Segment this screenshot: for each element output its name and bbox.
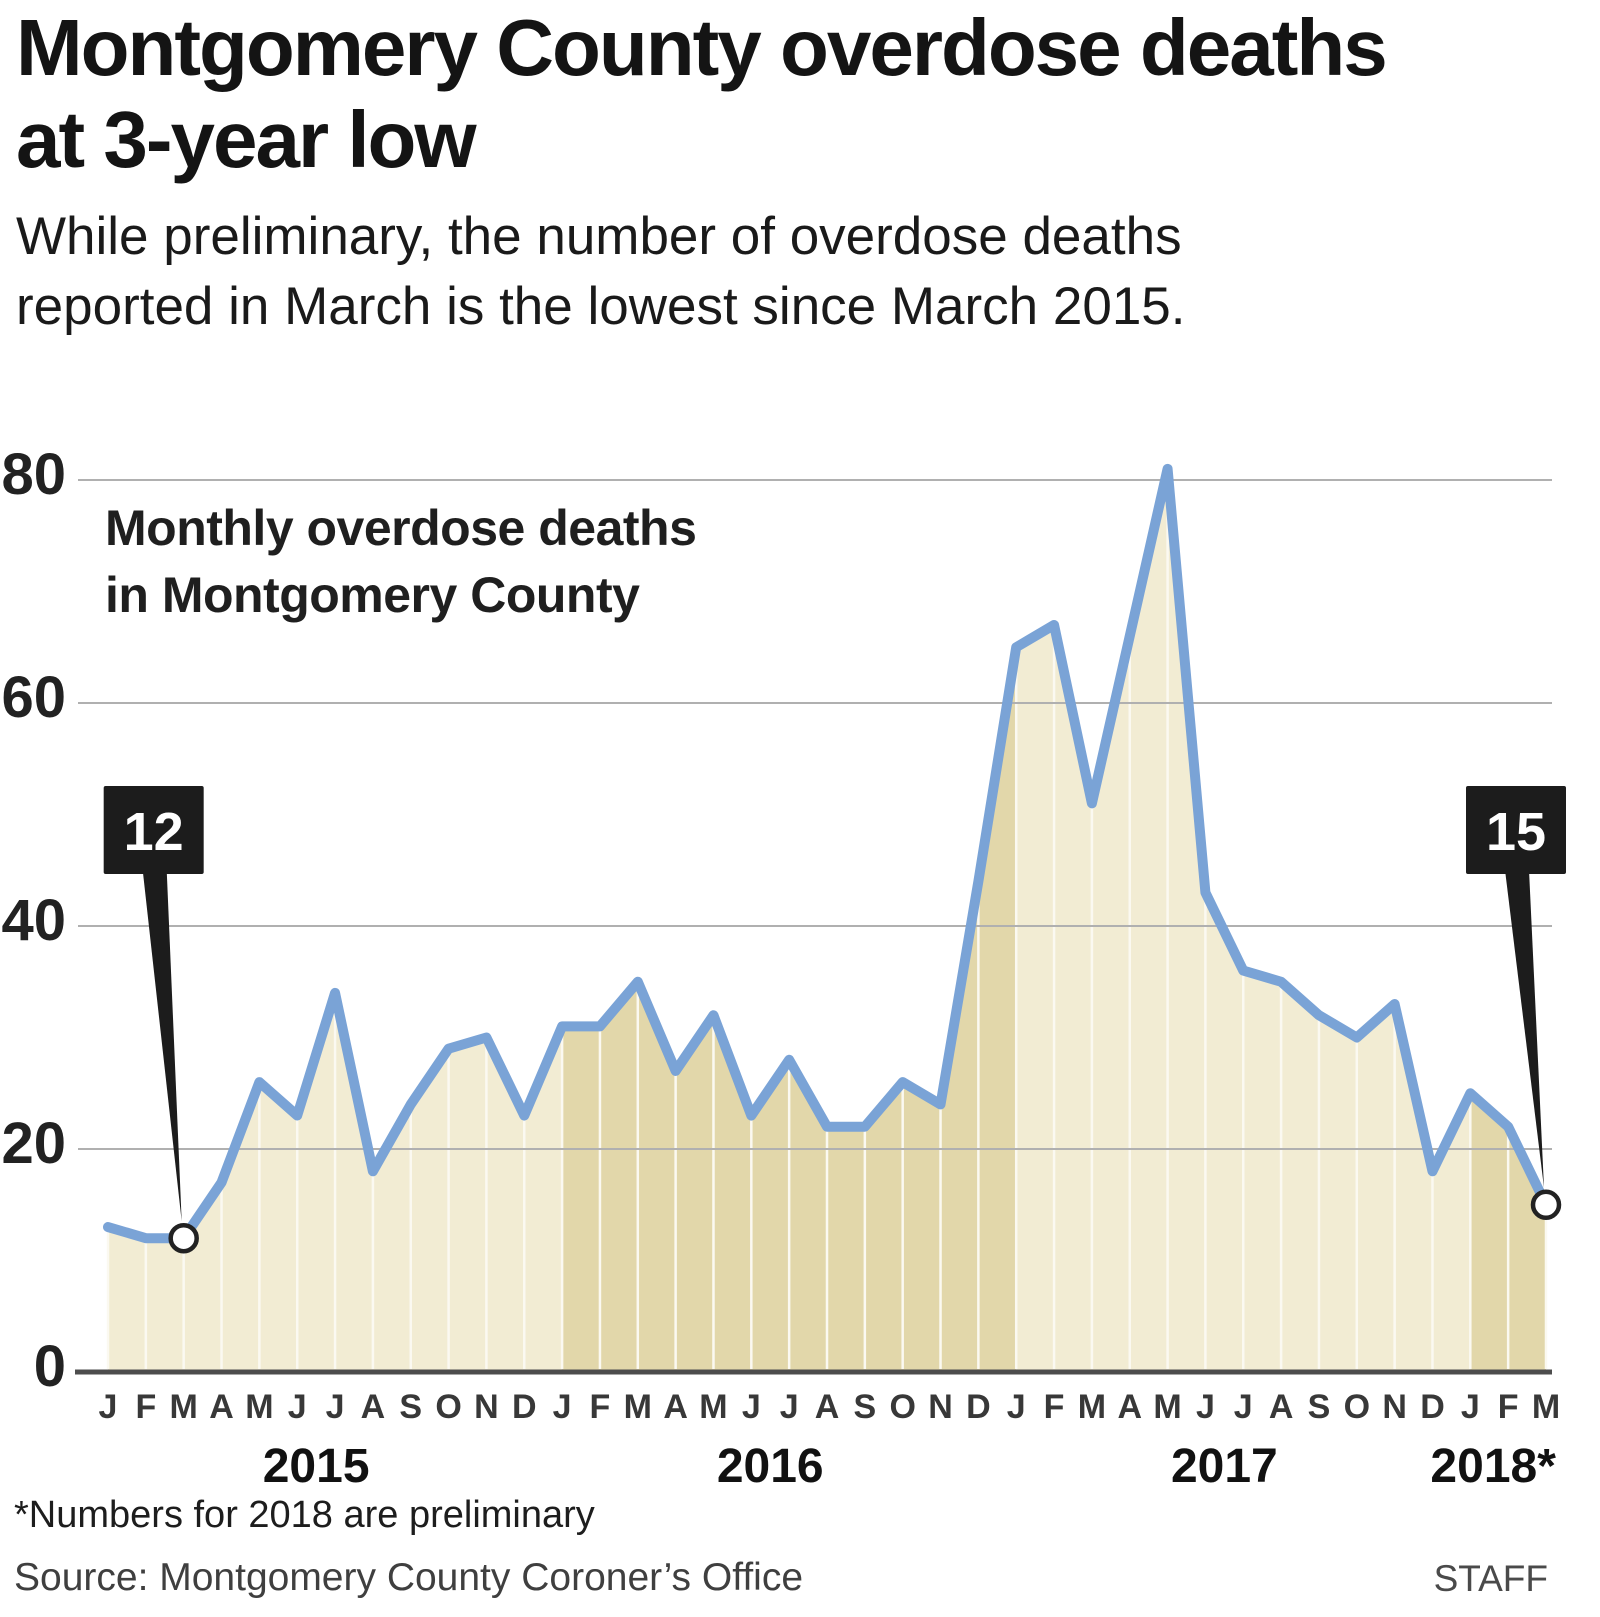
- y-axis-label-20: 20: [1, 1111, 66, 1176]
- month-label: S: [853, 1388, 876, 1426]
- month-label: M: [1078, 1388, 1106, 1426]
- overdose-deaths-chart: 0 20 40 60 80 Monthly overdose deaths in Montg…: [1, 442, 1566, 1493]
- month-label: N: [474, 1388, 499, 1426]
- month-label: F: [590, 1388, 611, 1426]
- footnote: *Numbers for 2018 are preliminary: [14, 1494, 595, 1536]
- month-label: J: [1461, 1388, 1480, 1426]
- month-label: A: [1117, 1388, 1142, 1426]
- month-label: A: [815, 1388, 840, 1426]
- page-title-line-2: at 3-year low: [16, 95, 477, 184]
- y-axis-label-0: 0: [34, 1334, 66, 1399]
- month-label: J: [326, 1388, 345, 1426]
- month-label: O: [889, 1388, 915, 1426]
- credit-staff: STAFF: [1433, 1558, 1548, 1599]
- month-label: J: [1234, 1388, 1253, 1426]
- page-subtitle-line-2: reported in March is the lowest since Ma…: [16, 277, 1186, 336]
- month-label: S: [399, 1388, 422, 1426]
- month-label: J: [1196, 1388, 1215, 1426]
- month-label: M: [624, 1388, 652, 1426]
- month-label: M: [1153, 1388, 1181, 1426]
- callout-box-15: [1466, 786, 1566, 874]
- callout-pointer-15: [1505, 870, 1544, 1188]
- page-title-line-1: Montgomery County overdose deaths: [16, 3, 1388, 92]
- chart-inner-title-line-1: Monthly overdose deaths: [105, 500, 696, 556]
- month-label: F: [135, 1388, 156, 1426]
- month-label: J: [553, 1388, 572, 1426]
- month-label: O: [1344, 1388, 1370, 1426]
- callout-box-12: [103, 786, 204, 874]
- month-label: J: [780, 1388, 799, 1426]
- callout-value-12: 12: [124, 802, 184, 862]
- month-label: J: [742, 1388, 761, 1426]
- month-label: D: [1420, 1388, 1445, 1426]
- month-label: D: [512, 1388, 537, 1426]
- year-label-2016: 2016: [717, 1440, 824, 1493]
- page-title: Montgomery County overdose deaths at 3-y…: [16, 2, 1388, 186]
- marker-12: [168, 1222, 199, 1254]
- month-label: M: [1532, 1388, 1560, 1426]
- month-label: J: [1007, 1388, 1026, 1426]
- page-subtitle-line-1: While preliminary, the number of overdos…: [16, 207, 1182, 266]
- trend-line: [103, 463, 1551, 1244]
- month-label: O: [435, 1388, 461, 1426]
- month-label: A: [361, 1388, 386, 1426]
- month-label: M: [170, 1388, 198, 1426]
- month-label: J: [99, 1388, 118, 1426]
- month-label: F: [1044, 1388, 1065, 1426]
- y-axis-label-80: 80: [1, 442, 66, 507]
- month-label: D: [966, 1388, 991, 1426]
- month-label: A: [209, 1388, 234, 1426]
- marker-15: [1530, 1189, 1562, 1220]
- month-label: N: [1382, 1388, 1407, 1426]
- y-axis-label-60: 60: [1, 665, 66, 730]
- year-label-2015: 2015: [263, 1440, 370, 1493]
- month-label: S: [1308, 1388, 1331, 1426]
- month-label: A: [663, 1388, 688, 1426]
- year-label-2017: 2017: [1171, 1440, 1278, 1493]
- chart-inner-title-line-2: in Montgomery County: [105, 567, 640, 623]
- month-label: F: [1498, 1388, 1519, 1426]
- month-label: N: [928, 1388, 953, 1426]
- page-subtitle: While preliminary, the number of overdos…: [16, 202, 1186, 342]
- callout-value-15: 15: [1486, 802, 1546, 862]
- month-label: J: [288, 1388, 307, 1426]
- month-label: M: [699, 1388, 727, 1426]
- source-line: Source: Montgomery County Coroner’s Offi…: [14, 1556, 804, 1599]
- month-label: A: [1269, 1388, 1294, 1426]
- y-axis-label-40: 40: [1, 888, 66, 953]
- callout-pointer-12: [142, 870, 182, 1222]
- year-label-2018: 2018*: [1430, 1440, 1556, 1493]
- month-label: M: [245, 1388, 273, 1426]
